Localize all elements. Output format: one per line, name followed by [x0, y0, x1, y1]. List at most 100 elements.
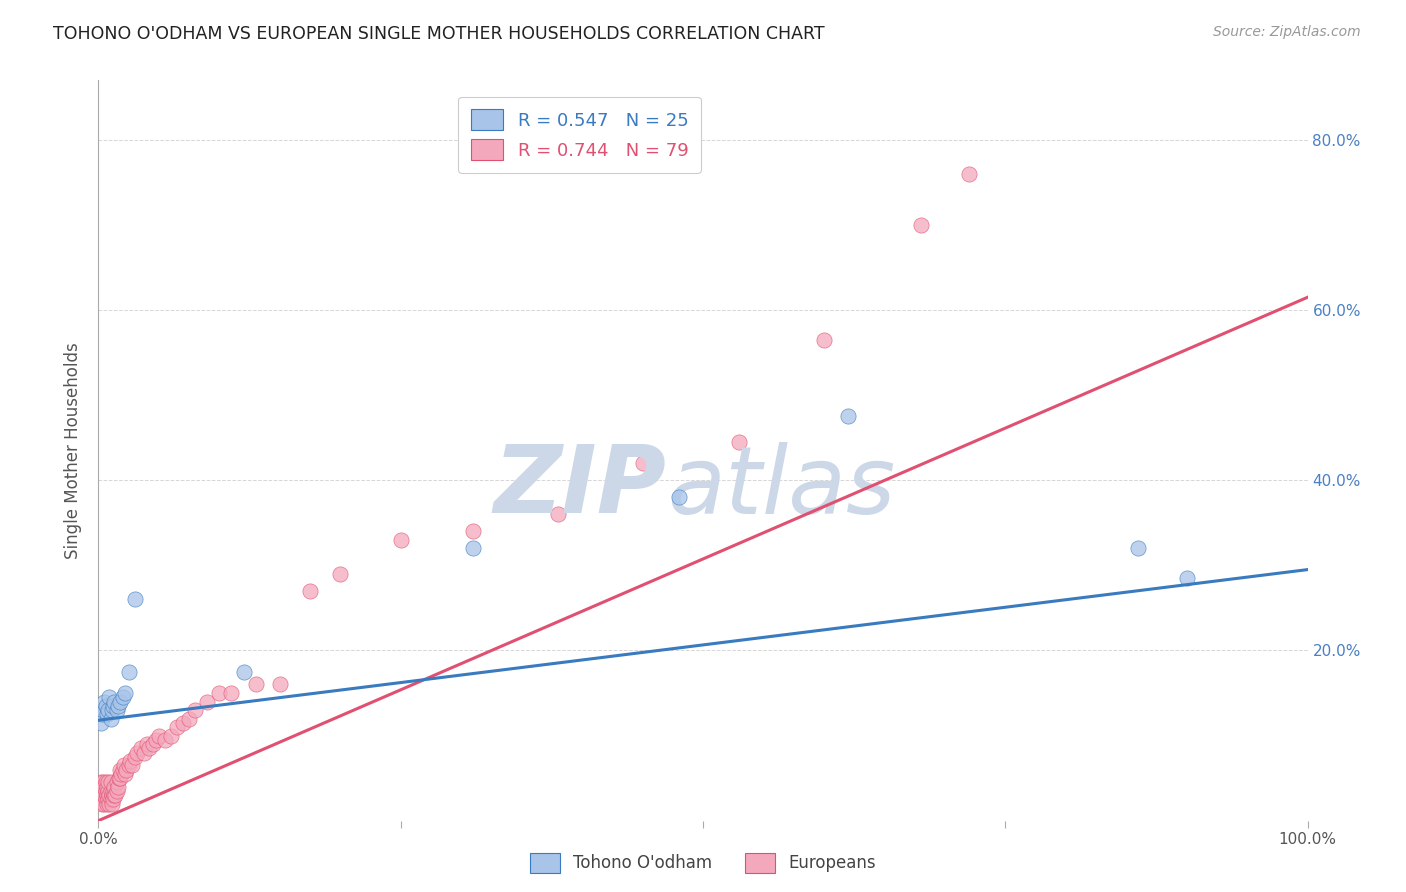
- Point: [111, 690, 134, 705]
- Point: [90, 715, 112, 730]
- Point: [96, 707, 118, 722]
- Point: [269, 677, 291, 691]
- Point: [837, 409, 859, 424]
- Point: [90, 792, 112, 806]
- Point: [463, 524, 485, 539]
- Point: [91, 788, 114, 802]
- Point: [98, 788, 121, 802]
- Point: [91, 780, 114, 794]
- Point: [957, 167, 980, 181]
- Point: [91, 703, 114, 717]
- Point: [100, 775, 122, 789]
- Point: [91, 784, 114, 798]
- Point: [93, 788, 115, 802]
- Point: [148, 729, 170, 743]
- Point: [97, 775, 120, 789]
- Point: [463, 541, 485, 556]
- Point: [96, 788, 118, 802]
- Point: [93, 780, 115, 794]
- Point: [103, 788, 125, 802]
- Point: [124, 592, 146, 607]
- Point: [96, 780, 118, 794]
- Y-axis label: Single Mother Households: Single Mother Households: [65, 343, 83, 558]
- Point: [91, 707, 114, 722]
- Point: [90, 775, 112, 789]
- Point: [97, 792, 120, 806]
- Point: [105, 703, 128, 717]
- Point: [91, 775, 114, 789]
- Point: [329, 566, 352, 581]
- Point: [101, 792, 124, 806]
- Point: [100, 703, 122, 717]
- Point: [135, 737, 157, 751]
- Point: [245, 677, 267, 691]
- Point: [100, 712, 122, 726]
- Point: [98, 797, 121, 811]
- Point: [118, 665, 141, 679]
- Point: [121, 758, 143, 772]
- Point: [547, 508, 569, 522]
- Text: TOHONO O'ODHAM VS EUROPEAN SINGLE MOTHER HOUSEHOLDS CORRELATION CHART: TOHONO O'ODHAM VS EUROPEAN SINGLE MOTHER…: [53, 25, 825, 43]
- Point: [101, 698, 124, 713]
- Legend: Tohono O'odham, Europeans: Tohono O'odham, Europeans: [523, 847, 883, 880]
- Point: [103, 780, 125, 794]
- Point: [110, 767, 132, 781]
- Point: [93, 694, 115, 708]
- Point: [112, 758, 135, 772]
- Point: [94, 784, 117, 798]
- Point: [97, 703, 120, 717]
- Point: [631, 456, 654, 470]
- Point: [138, 741, 160, 756]
- Point: [94, 775, 117, 789]
- Point: [105, 784, 128, 798]
- Point: [111, 763, 134, 777]
- Point: [100, 788, 122, 802]
- Point: [179, 712, 201, 726]
- Point: [124, 749, 146, 764]
- Point: [105, 775, 128, 789]
- Point: [208, 686, 231, 700]
- Point: [97, 784, 120, 798]
- Point: [108, 763, 131, 777]
- Point: [98, 690, 121, 705]
- Point: [134, 746, 156, 760]
- Point: [184, 703, 207, 717]
- Point: [89, 788, 111, 802]
- Point: [115, 763, 138, 777]
- Point: [195, 694, 218, 708]
- Point: [118, 758, 141, 772]
- Point: [172, 715, 194, 730]
- Point: [89, 780, 111, 794]
- Point: [100, 797, 122, 811]
- Text: atlas: atlas: [666, 442, 896, 533]
- Point: [142, 737, 165, 751]
- Point: [389, 533, 412, 547]
- Point: [108, 771, 131, 785]
- Point: [728, 434, 751, 449]
- Point: [166, 720, 188, 734]
- Point: [114, 686, 136, 700]
- Point: [668, 490, 690, 504]
- Point: [108, 694, 131, 708]
- Point: [153, 732, 176, 747]
- Point: [114, 767, 136, 781]
- Point: [94, 698, 117, 713]
- Point: [145, 732, 167, 747]
- Point: [93, 797, 115, 811]
- Text: Source: ZipAtlas.com: Source: ZipAtlas.com: [1213, 25, 1361, 39]
- Point: [129, 741, 152, 756]
- Point: [232, 665, 254, 679]
- Point: [910, 218, 932, 232]
- Point: [107, 780, 129, 794]
- Point: [103, 694, 125, 708]
- Point: [94, 792, 117, 806]
- Point: [100, 792, 122, 806]
- Point: [91, 797, 114, 811]
- Legend: R = 0.547   N = 25, R = 0.744   N = 79: R = 0.547 N = 25, R = 0.744 N = 79: [458, 96, 702, 173]
- Point: [90, 784, 112, 798]
- Point: [101, 784, 124, 798]
- Point: [299, 583, 322, 598]
- Point: [127, 746, 149, 760]
- Point: [1128, 541, 1150, 556]
- Point: [100, 784, 122, 798]
